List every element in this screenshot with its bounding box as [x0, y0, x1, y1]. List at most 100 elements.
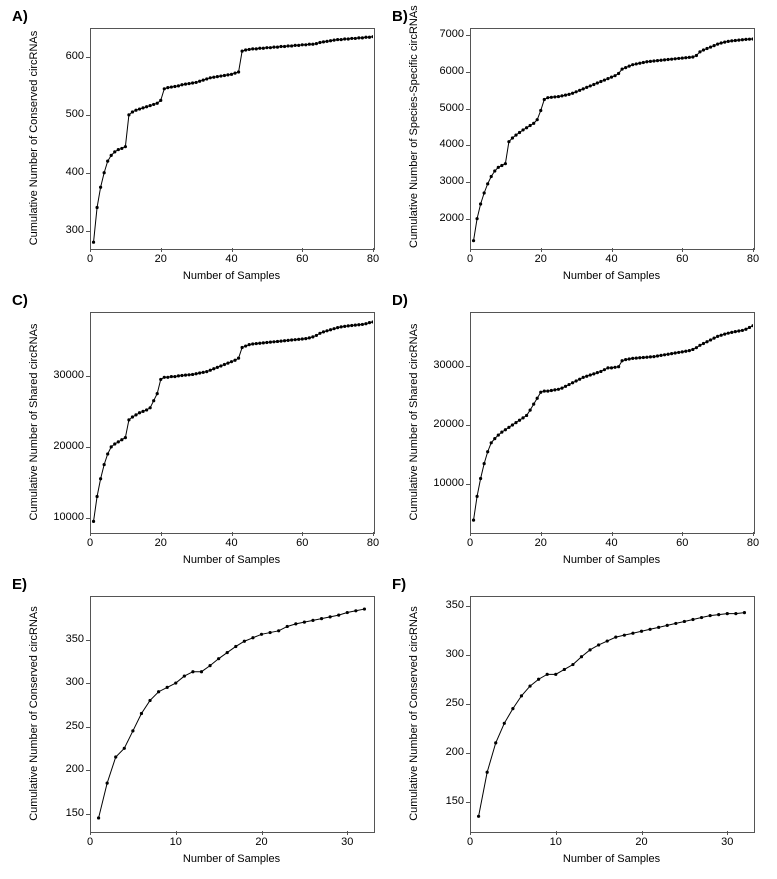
- ylabel-B: Cumulative Number of Species-Specific ci…: [408, 28, 420, 248]
- series-marker: [131, 110, 134, 113]
- series-marker: [691, 55, 694, 58]
- xtick-mark: [682, 248, 683, 252]
- series-line: [99, 609, 365, 818]
- xtick-label: 80: [738, 253, 768, 265]
- series-marker: [217, 657, 220, 660]
- series-marker: [131, 729, 134, 732]
- series-marker: [691, 618, 694, 621]
- series-marker: [543, 98, 546, 101]
- series-marker: [656, 59, 659, 62]
- panel-label-F: F): [392, 576, 406, 593]
- series-marker: [539, 391, 542, 394]
- series-marker: [251, 342, 254, 345]
- series-marker: [354, 37, 357, 40]
- series-marker: [141, 410, 144, 413]
- series-marker: [475, 495, 478, 498]
- series-marker: [311, 619, 314, 622]
- series-marker: [649, 355, 652, 358]
- series-marker: [265, 46, 268, 49]
- ytick-label: 300: [40, 224, 84, 236]
- series-marker: [233, 72, 236, 75]
- series-marker: [511, 423, 514, 426]
- series-marker: [277, 629, 280, 632]
- series-marker: [596, 81, 599, 84]
- series-marker: [667, 353, 670, 356]
- series-marker: [479, 202, 482, 205]
- series-marker: [202, 371, 205, 374]
- series-marker: [702, 48, 705, 51]
- series-marker: [511, 707, 514, 710]
- series-marker: [336, 326, 339, 329]
- series-marker: [659, 59, 662, 62]
- series-marker: [592, 83, 595, 86]
- series-marker: [174, 681, 177, 684]
- series-marker: [606, 366, 609, 369]
- series-marker: [371, 320, 373, 323]
- ytick-label: 5000: [420, 102, 464, 114]
- xtick-mark: [612, 532, 613, 536]
- series-marker: [557, 95, 560, 98]
- series-marker: [303, 621, 306, 624]
- series-marker: [599, 370, 602, 373]
- xtick-label: 80: [738, 537, 768, 549]
- panel-F: F)1502002503003500102030Cumulative Numbe…: [390, 576, 768, 871]
- series-marker: [243, 640, 246, 643]
- series-marker: [657, 626, 660, 629]
- xtick-mark: [470, 532, 471, 536]
- series-marker: [262, 47, 265, 50]
- series-marker: [628, 65, 631, 68]
- xtick-label: 10: [161, 836, 191, 848]
- xtick-mark: [727, 831, 728, 835]
- series-marker: [110, 445, 113, 448]
- series-marker: [117, 440, 120, 443]
- plot-svg-A: [90, 28, 373, 248]
- figure-container: A)300400500600020406080Cumulative Number…: [0, 0, 777, 879]
- series-marker: [237, 70, 240, 73]
- series-marker: [297, 338, 300, 341]
- series-marker: [315, 42, 318, 45]
- series-marker: [371, 35, 373, 38]
- panel-B: B)200030004000500060007000020406080Cumul…: [390, 8, 768, 288]
- xtick-label: 0: [455, 836, 485, 848]
- series-marker: [621, 67, 624, 70]
- series-marker: [631, 63, 634, 66]
- series-marker: [347, 324, 350, 327]
- series-marker: [606, 639, 609, 642]
- series-marker: [159, 99, 162, 102]
- series-marker: [486, 182, 489, 185]
- xtick-label: 0: [75, 253, 105, 265]
- series-marker: [532, 122, 535, 125]
- series-marker: [297, 44, 300, 47]
- ytick-label: 4000: [420, 138, 464, 150]
- xtick-mark: [262, 831, 263, 835]
- series-marker: [329, 615, 332, 618]
- series-marker: [723, 41, 726, 44]
- series-marker: [340, 38, 343, 41]
- series-marker: [580, 655, 583, 658]
- series-marker: [134, 413, 137, 416]
- series-marker: [272, 340, 275, 343]
- series-marker: [475, 217, 478, 220]
- series-marker: [308, 336, 311, 339]
- series-marker: [603, 78, 606, 81]
- series-marker: [642, 356, 645, 359]
- ytick-label: 500: [40, 108, 84, 120]
- xtick-label: 40: [217, 537, 247, 549]
- series-marker: [276, 46, 279, 49]
- series-marker: [624, 66, 627, 69]
- series-marker: [490, 441, 493, 444]
- series-marker: [184, 374, 187, 377]
- xtick-mark: [753, 248, 754, 252]
- series-marker: [337, 614, 340, 617]
- ylabel-C: Cumulative Number of Shared circRNAs: [28, 312, 40, 532]
- xtick-mark: [682, 532, 683, 536]
- series-marker: [571, 92, 574, 95]
- series-marker: [720, 41, 723, 44]
- series-marker: [582, 87, 585, 90]
- series-marker: [585, 86, 588, 89]
- series-marker: [145, 408, 148, 411]
- series-marker: [258, 342, 261, 345]
- series-marker: [681, 350, 684, 353]
- series-marker: [234, 645, 237, 648]
- series-marker: [216, 75, 219, 78]
